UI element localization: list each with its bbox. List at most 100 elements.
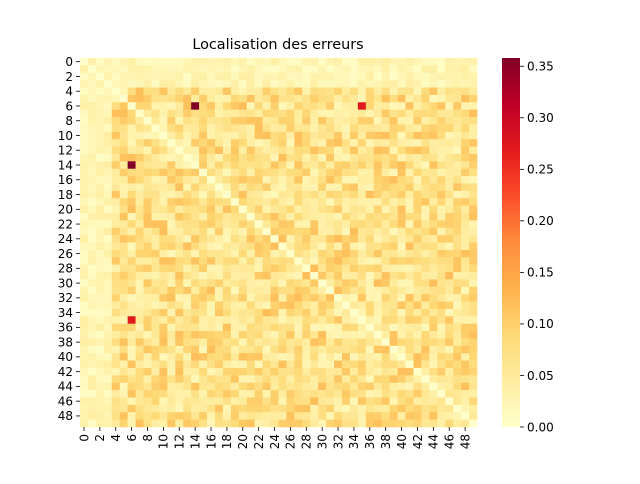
heatmap-cell	[437, 131, 446, 140]
heatmap-cell	[95, 257, 105, 265]
heatmap-cell	[405, 109, 414, 118]
heatmap-cell	[262, 220, 271, 229]
heatmap-cell	[437, 227, 446, 236]
heatmap-cell	[238, 249, 248, 258]
heatmap-cell	[373, 72, 383, 81]
heatmap-cell	[127, 353, 136, 361]
heatmap-cell	[191, 412, 200, 420]
heatmap-cell	[246, 212, 255, 221]
heatmap-cell	[95, 94, 105, 103]
heatmap-cell	[103, 412, 113, 420]
heatmap-cell	[286, 375, 295, 384]
heatmap-cell	[405, 419, 414, 428]
heatmap-cell	[342, 139, 351, 147]
heatmap-cell	[334, 80, 343, 88]
heatmap-cell	[111, 109, 120, 118]
heatmap-cell	[365, 102, 375, 110]
heatmap-cell	[127, 419, 136, 428]
heatmap-cell	[127, 323, 136, 332]
heatmap-cell	[461, 338, 470, 347]
heatmap-cell	[87, 131, 97, 140]
heatmap-cell	[413, 308, 422, 317]
heatmap-cell	[183, 323, 192, 332]
heatmap-cell	[405, 397, 414, 406]
heatmap-cell	[349, 294, 359, 302]
heatmap-cell	[246, 146, 255, 155]
heatmap-cell	[389, 390, 398, 398]
heatmap-cell	[143, 102, 152, 110]
heatmap-cell	[318, 375, 327, 384]
heatmap-cell	[119, 220, 128, 229]
heatmap-cell	[310, 382, 319, 391]
heatmap-cell	[429, 375, 438, 384]
heatmap-cell	[159, 257, 168, 265]
heatmap-cell	[135, 117, 144, 125]
heatmap-cell	[151, 419, 160, 428]
heatmap-cell	[342, 286, 351, 295]
heatmap-cell	[175, 345, 184, 354]
heatmap-cell	[437, 139, 446, 147]
heatmap-cell	[183, 257, 192, 265]
heatmap-cell	[151, 294, 160, 302]
heatmap-cell	[365, 257, 375, 265]
heatmap-cell	[167, 338, 176, 347]
heatmap-cell	[389, 249, 398, 258]
heatmap-cell	[294, 419, 303, 428]
heatmap-cell	[214, 198, 224, 206]
heatmap-cell	[135, 294, 144, 302]
heatmap-cell	[207, 272, 216, 280]
heatmap-cell	[429, 316, 438, 324]
heatmap-cell	[357, 272, 367, 280]
heatmap-cell	[262, 316, 271, 324]
heatmap-cell	[95, 308, 105, 317]
heatmap-cell	[469, 176, 478, 184]
heatmap-cell	[183, 131, 192, 140]
heatmap-cell	[278, 316, 287, 324]
heatmap-cell	[119, 146, 128, 155]
heatmap-cell	[349, 279, 359, 288]
heatmap-cell	[445, 146, 454, 155]
heatmap-cell	[119, 353, 128, 361]
heatmap-cell	[159, 331, 168, 339]
heatmap-cell	[246, 412, 255, 420]
heatmap-cell	[373, 360, 383, 369]
heatmap-cell	[119, 279, 128, 288]
heatmap-cell	[111, 301, 120, 310]
heatmap-cell	[143, 345, 152, 354]
heatmap-cell	[87, 360, 97, 369]
heatmap-cell	[103, 65, 113, 74]
heatmap-cell	[111, 168, 120, 177]
heatmap-cell	[278, 382, 287, 391]
heatmap-cell	[365, 242, 375, 251]
heatmap-cell	[365, 412, 375, 420]
heatmap-cell	[373, 109, 383, 118]
heatmap-cell	[183, 331, 192, 339]
heatmap-cell	[135, 360, 144, 369]
heatmap-cell	[413, 412, 422, 420]
heatmap-cell	[262, 168, 271, 177]
heatmap-cell	[87, 382, 97, 391]
heatmap-cell	[103, 286, 113, 295]
heatmap-cell	[286, 212, 295, 221]
heatmap-cell	[246, 294, 255, 302]
heatmap-cell	[357, 205, 367, 214]
heatmap-cell	[238, 139, 248, 147]
colorbar-tick-label: 0.15	[527, 266, 554, 280]
heatmap-cell	[461, 139, 470, 147]
heatmap-cell	[103, 316, 113, 324]
heatmap-cell	[318, 331, 327, 339]
heatmap-cell	[429, 94, 438, 103]
heatmap-cell	[175, 264, 184, 273]
heatmap-cell	[191, 139, 200, 147]
heatmap-cell	[397, 412, 406, 420]
heatmap-cell	[405, 72, 414, 81]
heatmap-cell	[159, 168, 168, 177]
heatmap-cell	[95, 161, 105, 169]
heatmap-cell	[437, 242, 446, 251]
heatmap-cell	[80, 131, 89, 140]
heatmap-cell	[238, 198, 248, 206]
heatmap-cell	[111, 235, 120, 243]
heatmap-cell	[445, 65, 454, 74]
heatmap-cell	[135, 235, 144, 243]
heatmap-cell	[95, 272, 105, 280]
